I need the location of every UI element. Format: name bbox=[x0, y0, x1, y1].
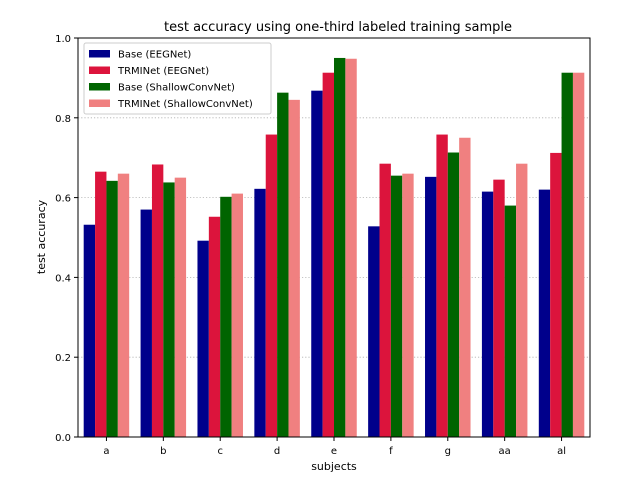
bar bbox=[493, 179, 505, 437]
bar bbox=[265, 134, 278, 438]
y-tick-label: 0.2 bbox=[55, 353, 71, 364]
y-tick-label: 0.0 bbox=[55, 433, 71, 444]
legend-label: TRMINet (ShallowConvNet) bbox=[117, 99, 253, 110]
bar bbox=[516, 163, 528, 437]
bar bbox=[220, 196, 232, 437]
x-tick-label: b bbox=[160, 446, 166, 457]
y-tick-label: 0.4 bbox=[55, 273, 71, 284]
bar bbox=[208, 216, 221, 437]
y-tick-label: 1.0 bbox=[55, 34, 71, 45]
bar bbox=[83, 224, 96, 437]
legend-swatch bbox=[89, 83, 110, 91]
x-tick-label: d bbox=[274, 446, 280, 457]
bar bbox=[402, 173, 414, 437]
bar bbox=[390, 175, 403, 437]
legend-swatch bbox=[89, 99, 110, 107]
bar bbox=[197, 240, 209, 437]
bar bbox=[550, 152, 562, 438]
bar bbox=[538, 189, 551, 437]
bar bbox=[231, 193, 243, 437]
bar bbox=[481, 191, 494, 437]
x-tick-label: a bbox=[103, 446, 109, 457]
bar bbox=[254, 188, 266, 437]
x-tick-label: e bbox=[331, 446, 337, 457]
bar bbox=[140, 209, 152, 437]
bar bbox=[368, 226, 380, 437]
bar bbox=[288, 99, 300, 437]
legend-swatch bbox=[89, 66, 110, 74]
bar bbox=[163, 182, 175, 437]
y-axis-label: test accuracy bbox=[35, 199, 48, 274]
legend-label: Base (ShallowConvNet) bbox=[118, 83, 235, 94]
bar bbox=[117, 173, 130, 437]
bar bbox=[174, 177, 187, 437]
y-axis: 0.0 0.2 0.4 0.6 0.8 1.0 bbox=[55, 34, 78, 444]
bar bbox=[151, 164, 164, 437]
bars bbox=[83, 57, 585, 438]
bar bbox=[322, 72, 334, 437]
x-tick-label: g bbox=[445, 446, 451, 457]
x-axis: a b c d e f g aa al bbox=[103, 437, 566, 457]
bar bbox=[459, 137, 471, 437]
bar bbox=[311, 90, 323, 437]
bar bbox=[345, 58, 357, 438]
chart-title: test accuracy using one-third labeled tr… bbox=[164, 20, 512, 35]
bar bbox=[334, 57, 346, 437]
x-tick-label: aa bbox=[499, 446, 511, 457]
bar bbox=[379, 163, 391, 437]
legend: Base (EEGNet) TRMINet (EEGNet) Base (Shall… bbox=[83, 42, 272, 115]
x-tick-label: al bbox=[557, 446, 566, 457]
bar bbox=[436, 134, 448, 438]
y-tick-label: 0.6 bbox=[55, 194, 71, 205]
bar bbox=[425, 176, 437, 438]
x-axis-label: subjects bbox=[311, 460, 357, 473]
bar bbox=[504, 205, 517, 437]
x-tick-label: c bbox=[217, 446, 223, 457]
y-tick-label: 0.8 bbox=[55, 114, 71, 125]
bar bbox=[95, 171, 107, 438]
bar bbox=[106, 180, 118, 438]
bar bbox=[572, 72, 585, 437]
x-tick-label: f bbox=[389, 446, 393, 457]
legend-label: TRMINet (EEGNet) bbox=[117, 66, 209, 77]
bar bbox=[561, 72, 573, 437]
bar bbox=[447, 152, 460, 437]
legend-swatch bbox=[89, 50, 110, 58]
legend-box bbox=[83, 42, 272, 115]
legend-label: Base (EEGNet) bbox=[118, 50, 191, 61]
bar bbox=[277, 92, 289, 438]
